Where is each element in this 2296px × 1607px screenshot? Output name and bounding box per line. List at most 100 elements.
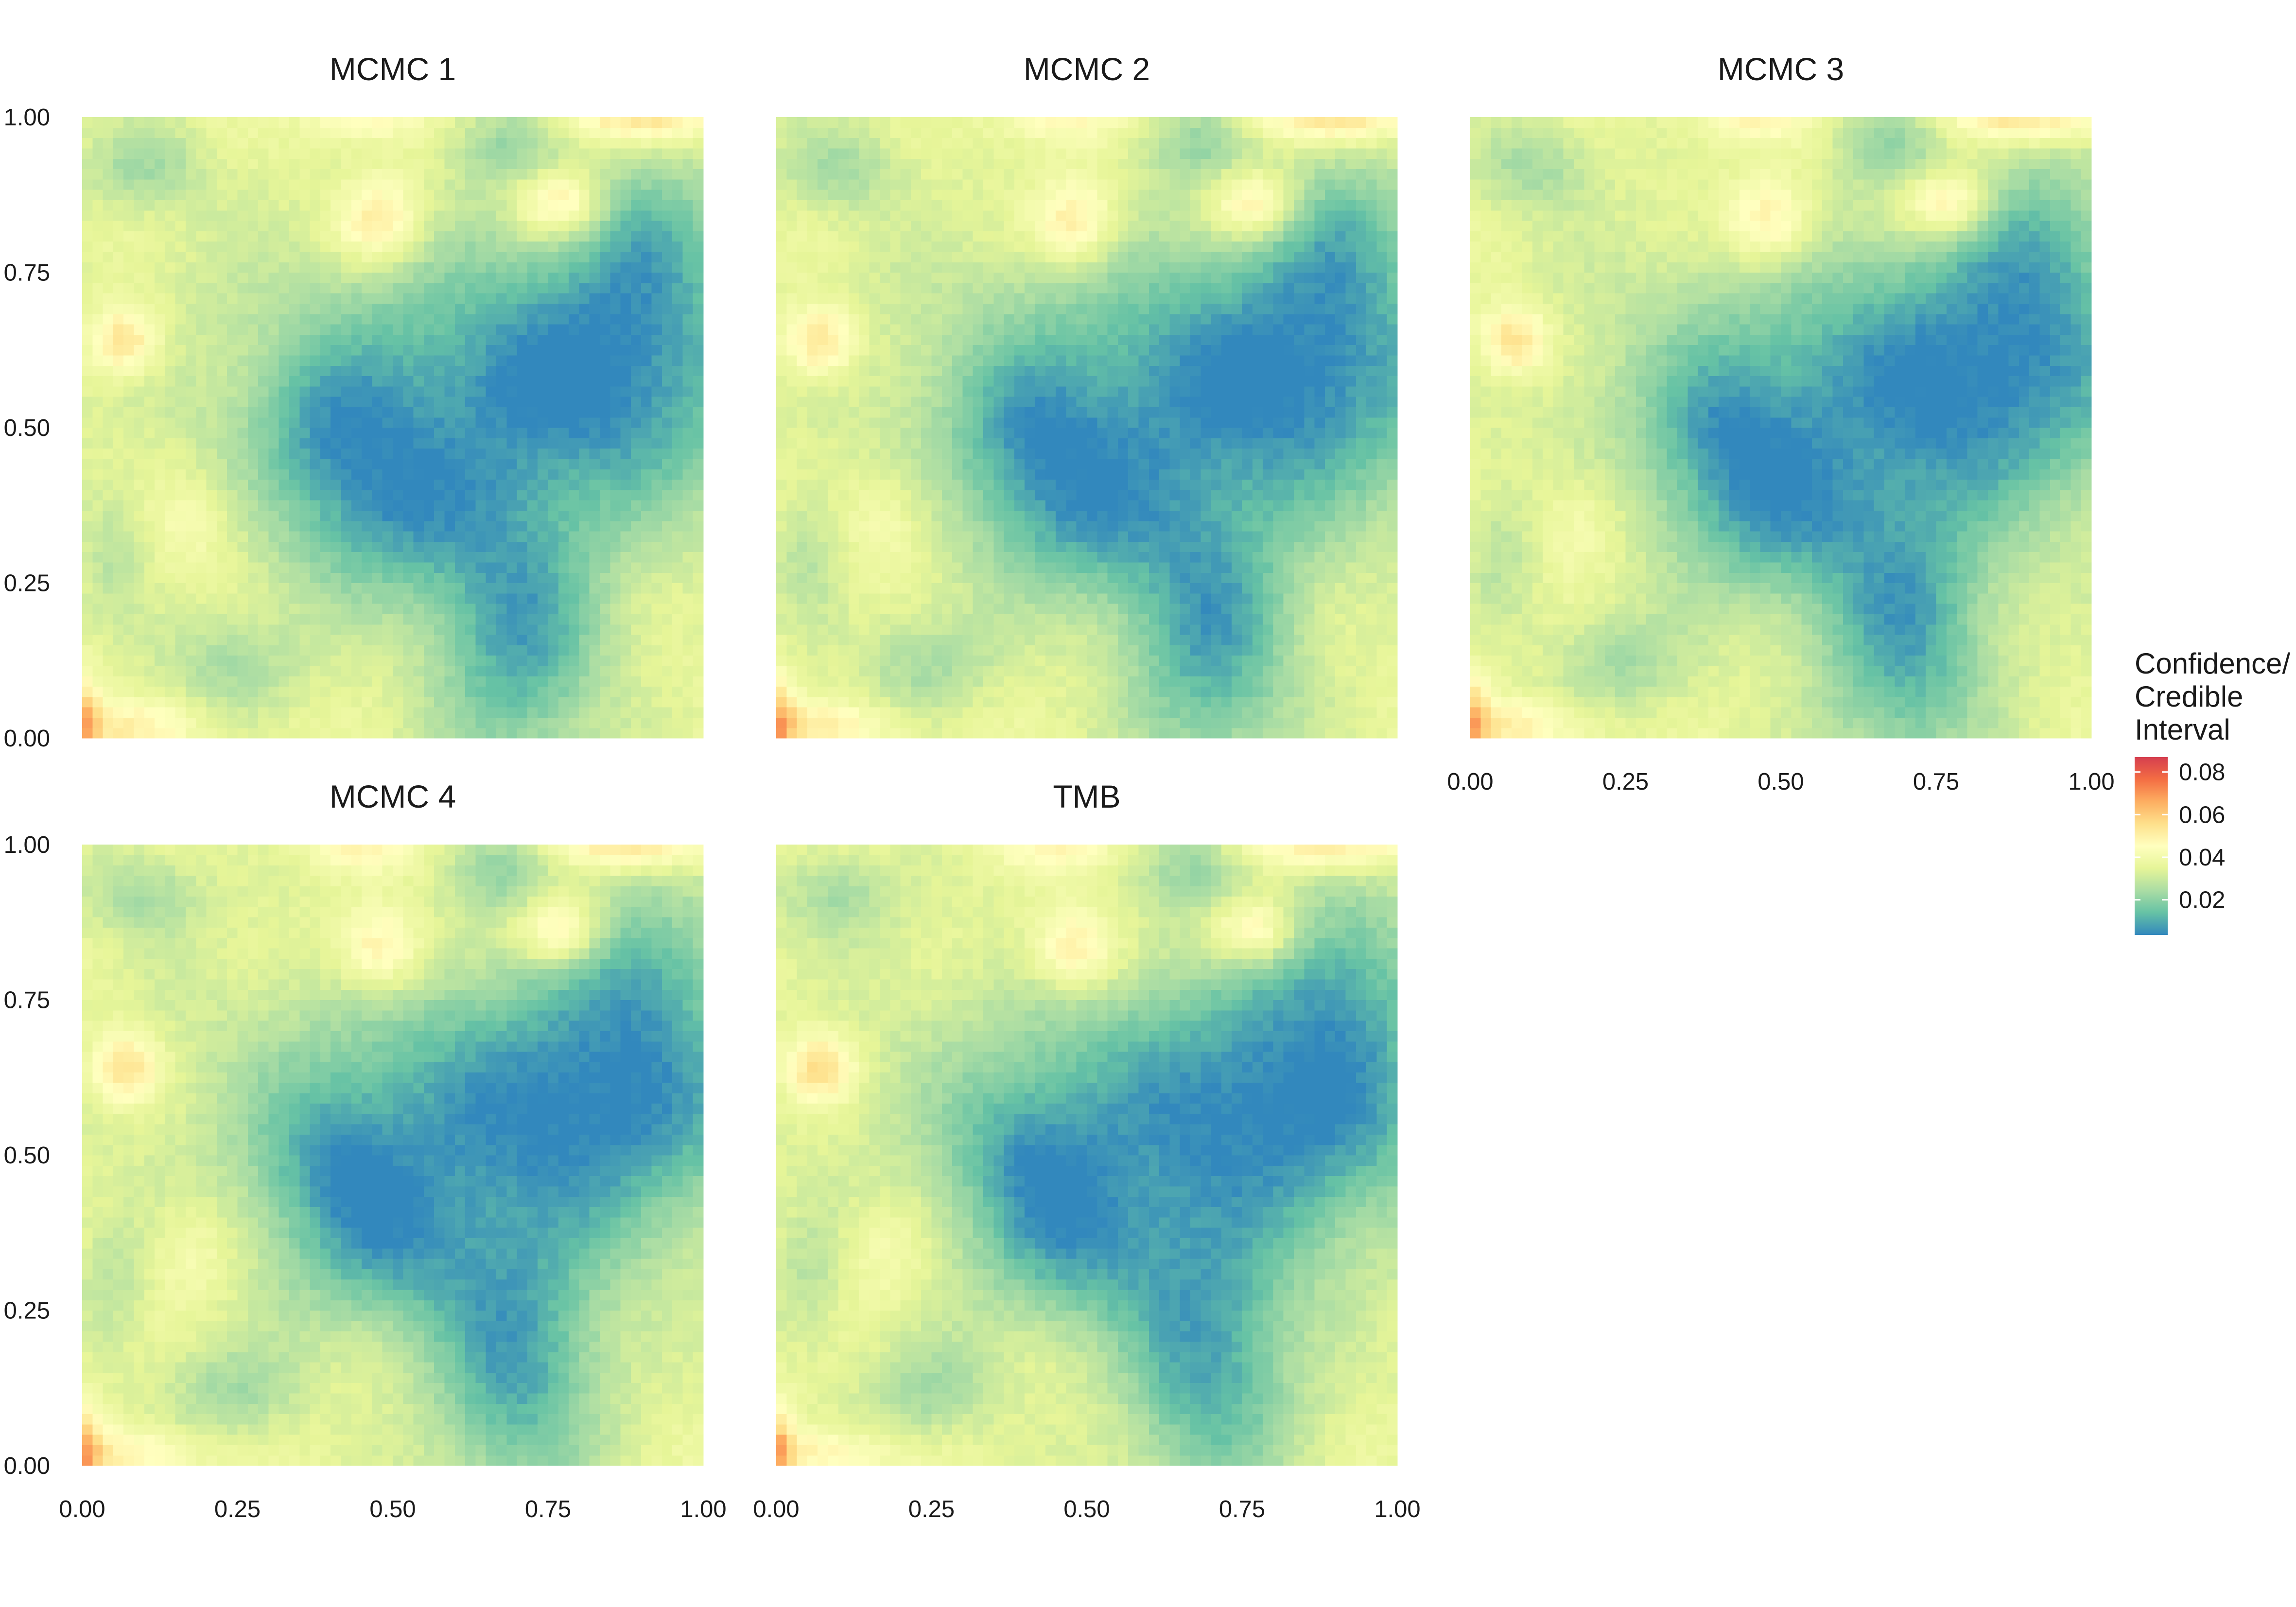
heatmap-cell xyxy=(818,728,828,739)
heatmap-cell xyxy=(103,697,114,708)
heatmap-cell xyxy=(299,521,310,532)
heatmap-cell xyxy=(569,614,579,624)
heatmap-cell xyxy=(196,407,207,417)
heatmap-cell xyxy=(403,262,414,273)
heatmap-cell xyxy=(506,687,517,697)
heatmap-cell xyxy=(279,490,290,501)
heatmap-cell xyxy=(1211,635,1222,645)
heatmap-cell xyxy=(693,449,704,459)
heatmap-cell xyxy=(82,273,93,283)
heatmap-cell xyxy=(92,200,103,210)
heatmap-cell xyxy=(123,200,134,210)
heatmap-cell xyxy=(310,666,321,676)
heatmap-cell xyxy=(1190,707,1201,718)
heatmap-cell xyxy=(1014,707,1025,718)
heatmap-cell xyxy=(434,365,445,376)
heatmap-cell xyxy=(921,583,932,594)
heatmap-cell xyxy=(434,541,445,552)
heatmap-cell xyxy=(310,397,321,407)
heatmap-cell xyxy=(455,231,466,242)
heatmap-cell xyxy=(1066,687,1077,697)
heatmap-cell xyxy=(1263,583,1273,594)
heatmap-cell xyxy=(1376,707,1387,718)
heatmap-cell xyxy=(424,707,435,718)
heatmap-cell xyxy=(641,666,652,676)
heatmap-cell xyxy=(1211,552,1222,563)
heatmap-cell xyxy=(196,303,207,314)
heatmap-cell xyxy=(320,531,331,542)
heatmap-cell xyxy=(1035,676,1046,687)
heatmap-cell xyxy=(207,480,217,490)
heatmap-cell xyxy=(1045,552,1056,563)
heatmap-cell xyxy=(341,273,352,283)
heatmap-cell xyxy=(455,687,466,697)
heatmap-cell xyxy=(538,541,548,552)
heatmap-cell xyxy=(1169,635,1180,645)
heatmap-cell xyxy=(569,717,579,728)
heatmap-cell xyxy=(414,314,424,325)
heatmap-cell xyxy=(144,490,155,501)
heatmap-cell xyxy=(973,707,984,718)
heatmap-cell xyxy=(652,179,662,190)
heatmap-cell xyxy=(1180,635,1191,645)
heatmap-cell xyxy=(1211,624,1222,635)
heatmap-cell xyxy=(1087,510,1097,521)
heatmap-cell xyxy=(693,293,704,304)
heatmap-cell xyxy=(310,386,321,397)
heatmap-cell xyxy=(1294,521,1305,532)
heatmap-cell xyxy=(538,200,548,210)
heatmap-cell xyxy=(890,645,901,656)
heatmap-cell xyxy=(310,334,321,345)
heatmap-cell xyxy=(372,262,383,273)
heatmap-cell xyxy=(238,293,248,304)
heatmap-cell xyxy=(144,117,155,128)
heatmap-cell xyxy=(465,283,476,294)
heatmap-cell xyxy=(268,169,279,180)
heatmap-cell xyxy=(682,717,693,728)
heatmap-cell xyxy=(1346,656,1357,666)
heatmap-cell xyxy=(506,624,517,635)
heatmap-cell xyxy=(621,407,631,417)
heatmap-cell xyxy=(393,221,403,231)
heatmap-cell xyxy=(445,417,455,428)
heatmap-cell xyxy=(1366,531,1377,542)
heatmap-cell xyxy=(1159,521,1170,532)
heatmap-cell xyxy=(445,593,455,604)
heatmap-cell xyxy=(207,656,217,666)
heatmap-cell xyxy=(1325,510,1336,521)
heatmap-cell xyxy=(465,397,476,407)
heatmap-cell xyxy=(434,697,445,708)
heatmap-cell xyxy=(320,728,331,739)
heatmap-cell xyxy=(932,728,942,739)
heatmap-cell xyxy=(693,221,704,231)
heatmap-cell xyxy=(672,717,683,728)
heatmap-cell xyxy=(818,541,828,552)
heatmap-cell xyxy=(641,314,652,325)
heatmap-cell xyxy=(103,521,114,532)
heatmap-cell xyxy=(807,645,818,656)
heatmap-cell xyxy=(207,242,217,252)
heatmap-cell xyxy=(579,376,590,387)
y-tick-label: 0.25 xyxy=(4,570,50,597)
heatmap-cell xyxy=(693,397,704,407)
heatmap-cell xyxy=(465,221,476,231)
heatmap-cell xyxy=(1004,707,1015,718)
heatmap-cell xyxy=(1325,635,1336,645)
heatmap-cell xyxy=(682,438,693,449)
heatmap-cell xyxy=(196,449,207,459)
heatmap-cell xyxy=(558,190,569,200)
heatmap-cell xyxy=(1284,707,1294,718)
heatmap-cell xyxy=(590,376,600,387)
heatmap-cell xyxy=(351,293,362,304)
heatmap-cell xyxy=(652,345,662,356)
heatmap-cell xyxy=(849,583,859,594)
heatmap-cell xyxy=(134,480,145,490)
heatmap-cell xyxy=(838,635,849,645)
heatmap-cell xyxy=(186,148,196,159)
heatmap-cell xyxy=(103,190,114,200)
heatmap-cell xyxy=(217,666,227,676)
heatmap-cell xyxy=(196,562,207,573)
heatmap-cell xyxy=(310,500,321,511)
heatmap-cell xyxy=(600,231,610,242)
heatmap-cell xyxy=(973,541,984,552)
